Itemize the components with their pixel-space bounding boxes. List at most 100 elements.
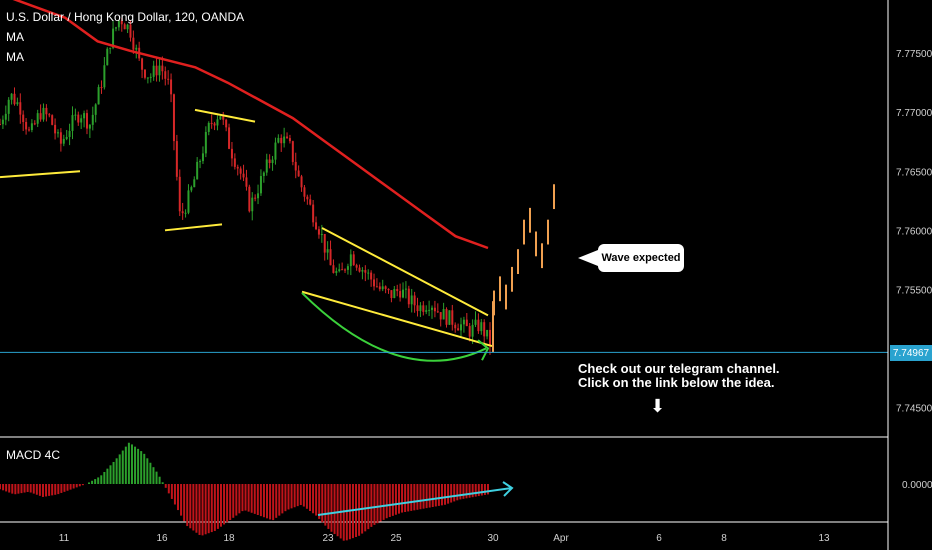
candle: [300, 174, 303, 192]
candle: [39, 104, 42, 122]
candle: [42, 103, 45, 122]
candle: [413, 291, 416, 313]
candle: [384, 285, 387, 294]
candle: [445, 307, 448, 328]
candle: [396, 284, 399, 297]
candle: [239, 166, 242, 180]
candle: [416, 297, 419, 317]
candle: [190, 185, 193, 193]
candle: [97, 84, 100, 105]
candle: [62, 134, 65, 147]
candle: [83, 110, 86, 128]
down-arrow-icon: ⬇: [650, 396, 665, 417]
candle: [228, 123, 231, 150]
candle: [201, 146, 204, 164]
time-axis-ticks: 11 16 18 23 25 30 Apr 6 8 13: [59, 533, 830, 544]
candle: [48, 112, 51, 118]
candle: [259, 169, 262, 196]
candle: [454, 322, 457, 333]
candle: [109, 47, 112, 54]
candle: [172, 93, 175, 151]
candle: [451, 304, 454, 331]
time-tick-label: 23: [322, 533, 334, 544]
indicator-label-ma-1[interactable]: MA: [6, 30, 24, 44]
moving-average-line: [12, 0, 489, 250]
candle: [460, 317, 463, 337]
candle: [25, 118, 28, 135]
indicator-label-ma-2[interactable]: MA: [6, 50, 24, 64]
arc-arrowhead: [477, 339, 490, 361]
candle: [106, 47, 109, 66]
candle: [27, 126, 30, 132]
time-tick-label: 13: [818, 533, 830, 544]
candle: [178, 169, 181, 217]
candle: [112, 20, 115, 50]
candle: [271, 155, 274, 171]
last-price-badge: 7.74967: [890, 345, 932, 361]
candle: [355, 263, 358, 271]
candlestick-series: [0, 17, 491, 355]
candle: [346, 263, 349, 275]
macd-label[interactable]: MACD 4C: [6, 448, 61, 462]
candle: [0, 118, 1, 126]
time-tick-label: 18: [223, 533, 235, 544]
candle: [483, 319, 486, 346]
candle: [242, 164, 245, 182]
candle: [94, 103, 97, 123]
chart-title: U.S. Dollar / Hong Kong Dollar, 120, OAN…: [6, 10, 245, 24]
candle: [489, 322, 491, 355]
candle: [143, 69, 146, 80]
candle: [352, 251, 355, 266]
candle: [283, 127, 286, 148]
candle: [30, 119, 33, 133]
candle: [341, 262, 344, 271]
candle: [251, 192, 254, 221]
candle: [187, 184, 190, 215]
candle: [138, 41, 141, 61]
candle: [10, 93, 13, 105]
candle: [419, 302, 422, 318]
candle: [213, 121, 216, 131]
candle: [120, 17, 123, 32]
telegram-note-line-1: Check out our telegram channel.: [578, 361, 780, 376]
candle: [373, 273, 376, 291]
candle: [216, 115, 219, 131]
candle: [387, 288, 390, 294]
macd-histogram: [0, 442, 489, 541]
candle: [141, 57, 144, 79]
candle: [245, 169, 248, 191]
candle: [71, 106, 74, 140]
candle: [45, 104, 48, 122]
candle: [257, 184, 260, 205]
candle: [277, 134, 280, 144]
candle: [225, 118, 228, 132]
candle: [88, 124, 91, 138]
candle: [100, 80, 103, 94]
candle: [219, 116, 222, 120]
trendline: [164, 223, 223, 232]
candle: [410, 288, 413, 313]
trendline: [0, 170, 81, 179]
candle: [344, 268, 347, 273]
candle: [196, 157, 199, 180]
candle: [59, 128, 62, 152]
price-tick-label: 7.75500: [896, 285, 932, 296]
candle: [402, 282, 405, 299]
candle: [155, 57, 158, 82]
candle: [399, 283, 402, 302]
candle: [248, 184, 251, 213]
candle: [291, 140, 294, 166]
candle: [468, 323, 471, 342]
candle: [74, 108, 77, 121]
candle: [442, 302, 445, 320]
candle: [268, 154, 271, 169]
candle: [164, 66, 167, 86]
candle: [149, 73, 152, 83]
candle: [56, 129, 59, 138]
candle: [309, 194, 312, 206]
trendline: [301, 290, 493, 348]
candle: [474, 311, 477, 328]
candle: [358, 264, 361, 273]
candle: [13, 87, 16, 106]
